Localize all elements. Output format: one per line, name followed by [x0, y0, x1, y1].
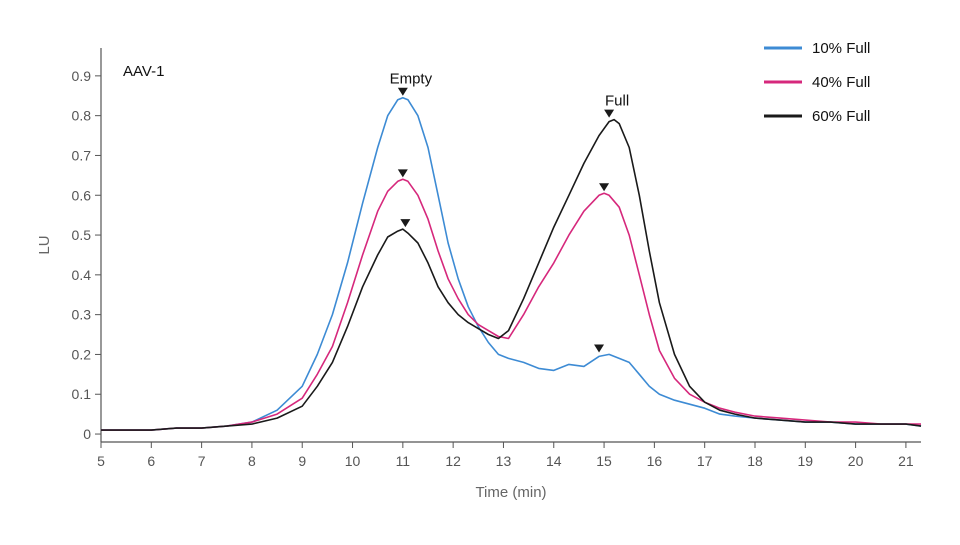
legend-label: 40% Full	[812, 74, 870, 91]
y-tick-label: 0.5	[72, 227, 92, 243]
x-tick-label: 13	[496, 453, 512, 469]
x-tick-label: 12	[445, 453, 461, 469]
y-tick-label: 0.9	[72, 68, 92, 84]
peak-marker	[397, 169, 408, 178]
peak-marker	[594, 344, 605, 353]
y-tick-label: 0.3	[72, 307, 92, 323]
panel-label: AAV-1	[123, 63, 164, 80]
x-tick-label: 11	[396, 453, 411, 469]
series-line-0	[101, 96, 922, 431]
x-tick-label: 15	[596, 453, 612, 469]
x-tick-label: 19	[798, 453, 814, 469]
x-axis-title: Time (min)	[475, 484, 546, 501]
y-tick-label: 0.1	[72, 386, 92, 402]
y-axis-title: LU	[36, 235, 53, 254]
y-tick-label: 0.2	[72, 346, 92, 362]
y-tick-label: 0	[83, 426, 91, 442]
series-lines	[101, 96, 922, 431]
x-tick-label: 10	[345, 453, 361, 469]
x-tick-label: 6	[147, 453, 155, 469]
series-line-2	[101, 118, 922, 431]
series-line-1	[101, 178, 921, 431]
annotation-label: Full	[605, 93, 629, 110]
peak-marker	[604, 109, 615, 118]
legend: 10% Full 40% Full 60% Full	[764, 40, 870, 125]
y-tick-label: 0.8	[72, 108, 92, 124]
y-tick-label: 0.4	[72, 267, 92, 283]
x-tick-label: 8	[248, 453, 256, 469]
peak-marker	[397, 87, 408, 96]
x-tick-label: 5	[97, 453, 105, 469]
x-tick-label: 21	[898, 453, 914, 469]
legend-label: 60% Full	[812, 108, 870, 125]
x-tick-label: 20	[848, 453, 864, 469]
peak-marker	[599, 183, 610, 192]
x-tick-label: 7	[198, 453, 206, 469]
axes: 5 6 7 8 9 10 11 12 13 14 15 16 17 18 19 20 21 0 0.1 0.2 0.3 0…	[36, 48, 921, 501]
x-tick-label: 16	[647, 453, 663, 469]
peak-markers	[397, 87, 615, 353]
peak-marker	[400, 219, 411, 228]
legend-label: 10% Full	[812, 40, 870, 57]
annotations: Empty Full	[390, 71, 630, 110]
x-tick-label: 18	[747, 453, 763, 469]
x-tick-label: 9	[298, 453, 306, 469]
y-tick-label: 0.7	[72, 147, 92, 163]
annotation-label: Empty	[390, 71, 433, 88]
y-tick-label: 0.6	[72, 187, 92, 203]
x-tick-label: 14	[546, 453, 562, 469]
x-tick-label: 17	[697, 453, 713, 469]
